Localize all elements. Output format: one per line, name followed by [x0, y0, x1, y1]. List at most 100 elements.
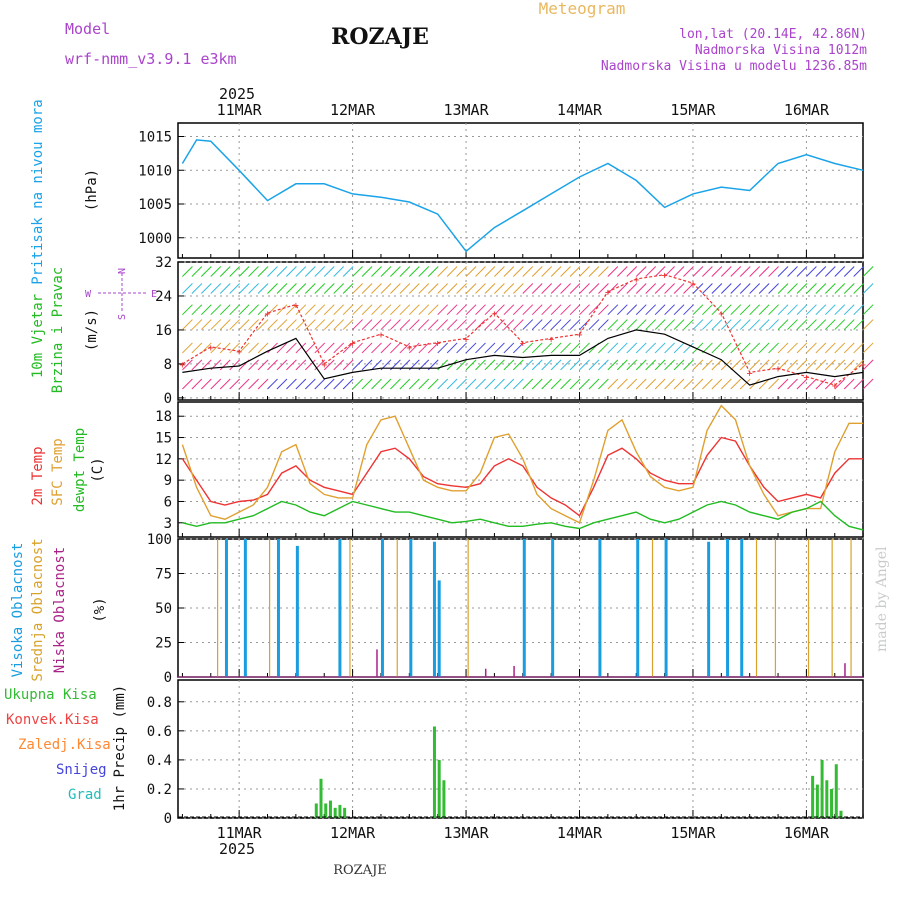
mid-cloud-bar [831, 539, 833, 677]
wind-direction-arrow [626, 319, 638, 330]
wind-direction-arrow [182, 319, 193, 330]
wind-direction-arrow [702, 304, 713, 316]
cloud-title-2: Srednja Oblacnost [30, 538, 46, 681]
wind-direction-arrow [276, 304, 288, 316]
wind-gust-marker: + [605, 288, 611, 299]
precip-bar [324, 803, 328, 818]
precip-bar [830, 788, 834, 818]
wind-direction-arrow [286, 359, 297, 371]
wind-direction-arrow [314, 378, 326, 390]
wind-direction-arrow [673, 359, 685, 371]
wind-direction-arrow [465, 359, 477, 371]
wind-direction-arrow [512, 266, 524, 277]
wind-direction-arrow [531, 304, 543, 316]
wind-direction-arrow [333, 304, 345, 316]
wind-direction-arrow [323, 304, 335, 316]
high-cloud-bar [522, 539, 526, 677]
wind-direction-arrow [286, 304, 297, 316]
wind-direction-arrow [862, 304, 874, 316]
wind-direction-arrow [749, 342, 761, 354]
wind-direction-arrow [607, 266, 619, 277]
precip-bar [432, 726, 436, 818]
ytick-label-1-1: 8 [164, 357, 172, 373]
wind-direction-arrow [408, 378, 420, 390]
wind-direction-arrow [427, 378, 439, 390]
wind-direction-arrow [598, 319, 609, 330]
wind-direction-arrow [494, 283, 505, 294]
wind-direction-arrow [777, 342, 789, 354]
wind-direction-arrow [777, 319, 789, 330]
wind-direction-arrow [598, 359, 609, 371]
temp-unit: (C) [90, 457, 106, 482]
wind-direction-arrow [522, 378, 534, 390]
wind-direction-arrow [238, 266, 250, 277]
wind-direction-arrow [758, 319, 770, 330]
wind-direction-arrow [248, 359, 259, 371]
wind-direction-arrow [191, 378, 203, 390]
mid-cloud-bar [755, 539, 758, 677]
high-cloud-bar [598, 539, 602, 677]
wind-direction-arrow [531, 359, 543, 371]
wind-direction-arrow [267, 359, 278, 371]
top-day-labels: 11MAR 12MAR 13MAR 14MAR 15MAR 16MAR [217, 101, 830, 119]
wind-direction-arrow [560, 378, 571, 390]
wind-direction-arrow [711, 359, 723, 371]
wind-direction-arrow [314, 304, 326, 316]
wind-compass: N S W E [85, 268, 157, 320]
wind-direction-arrow [323, 283, 335, 294]
wind-direction-arrow [607, 283, 619, 294]
wind-direction-arrow [853, 266, 865, 277]
mid-cloud-bar [850, 539, 852, 677]
wind-direction-arrow [635, 342, 647, 354]
wind-direction-arrow [512, 359, 524, 371]
wind-direction-arrow [200, 319, 212, 330]
wind-direction-arrow [475, 342, 486, 354]
wind-direction-arrow [248, 266, 259, 277]
wind-direction-arrow [796, 378, 808, 390]
precip-bar [314, 803, 318, 818]
wind-direction-arrow [541, 319, 553, 330]
panel-0: 1000 1005 1010 1015 [138, 122, 864, 259]
wind-direction-arrow [219, 319, 231, 330]
dewpt-line [182, 500, 864, 531]
wind-direction-arrow [484, 283, 496, 294]
low-cloud-bar [844, 663, 846, 677]
wind-direction-arrow [446, 283, 458, 294]
wind-direction-arrow [219, 342, 231, 354]
wind-direction-arrow [267, 378, 278, 390]
high-cloud-bar [243, 539, 247, 677]
wind-direction-arrow [408, 304, 420, 316]
wind-direction-arrow [777, 283, 789, 294]
wind-gust-marker: + [803, 373, 809, 384]
wind-direction-arrow [333, 319, 345, 330]
wind-direction-arrow [304, 378, 316, 390]
low-cloud-bar [513, 665, 515, 677]
wind-direction-arrow [304, 342, 316, 354]
wind-direction-arrow [304, 266, 316, 277]
precip-bar [811, 775, 815, 818]
wind-direction-arrow [673, 283, 685, 294]
precip-bar [820, 759, 824, 818]
wind-direction-arrow [286, 283, 297, 294]
wind-direction-arrow [569, 304, 581, 316]
wind-gust-marker: + [463, 334, 469, 345]
wind-direction-arrow [494, 359, 505, 371]
wind-direction-arrow [824, 283, 836, 294]
wind-direction-arrow [475, 378, 486, 390]
ytick-label-4-3: 0.6 [147, 724, 172, 740]
wind-direction-arrow [749, 304, 761, 316]
wind-direction-arrow [380, 304, 392, 316]
wind-gust-marker: + [662, 271, 668, 282]
mid-cloud-bar [807, 539, 810, 677]
pressure-line [181, 139, 864, 253]
ytick-label-0-1: 1005 [138, 197, 172, 213]
wind-direction-arrow [191, 319, 203, 330]
ytick-label-3-4: 100 [147, 532, 172, 548]
wind-direction-arrow [730, 378, 742, 390]
wind-direction-arrow [853, 319, 865, 330]
wind-direction-arrow [862, 378, 874, 390]
bottom-day-label: 13MAR [443, 824, 489, 842]
wind-direction-arrow [352, 319, 363, 330]
wind-direction-arrow [616, 266, 628, 277]
